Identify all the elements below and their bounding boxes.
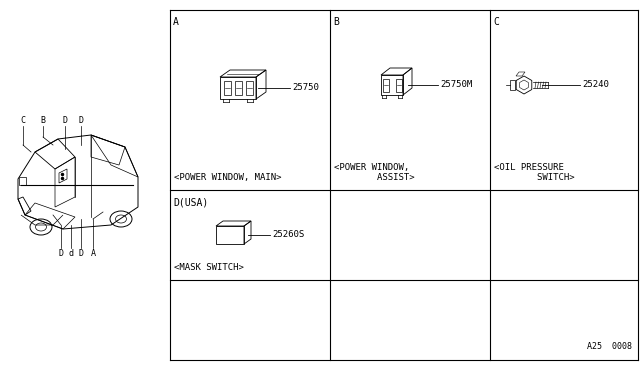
Text: D(USA): D(USA) [173, 197, 208, 207]
Text: A: A [173, 17, 179, 27]
Text: 25260S: 25260S [272, 230, 304, 238]
Text: D: D [63, 116, 67, 125]
Text: A: A [90, 249, 95, 258]
Text: 25750M: 25750M [440, 80, 472, 89]
Text: <POWER WINDOW,: <POWER WINDOW, [334, 163, 409, 172]
Text: 25240: 25240 [582, 80, 609, 89]
Text: <MASK SWITCH>: <MASK SWITCH> [174, 263, 244, 272]
Text: ASSIST>: ASSIST> [334, 173, 415, 182]
Text: D: D [79, 249, 83, 258]
Text: D: D [79, 116, 83, 125]
Text: C: C [20, 116, 26, 125]
Text: C: C [493, 17, 499, 27]
Text: <POWER WINDOW, MAIN>: <POWER WINDOW, MAIN> [174, 173, 282, 182]
Text: SWITCH>: SWITCH> [494, 173, 575, 182]
Text: d: d [68, 249, 74, 258]
Text: <OIL PRESSURE: <OIL PRESSURE [494, 163, 564, 172]
Text: A25  0008: A25 0008 [587, 342, 632, 351]
Text: 25750: 25750 [292, 83, 319, 92]
Text: B: B [333, 17, 339, 27]
Text: D: D [58, 249, 63, 258]
Text: B: B [40, 116, 45, 125]
